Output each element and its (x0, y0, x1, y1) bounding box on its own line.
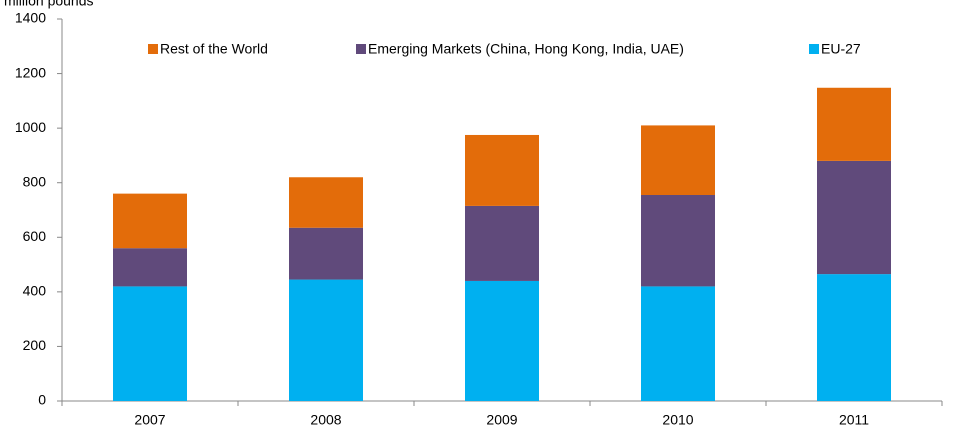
legend-swatch (148, 44, 158, 54)
legend-label: Rest of the World (160, 41, 268, 57)
x-tick-label: 2007 (134, 412, 165, 428)
x-tick-label: 2008 (310, 412, 341, 428)
bar-segment (641, 125, 715, 195)
bar-segment (113, 248, 187, 287)
y-tick-label: 400 (23, 283, 47, 299)
bar-segment (289, 227, 363, 280)
y-tick-label: 800 (23, 173, 47, 189)
legend-swatch (356, 44, 366, 54)
bar-segment (289, 177, 363, 228)
x-tick-label: 2011 (839, 412, 869, 428)
x-tick-label: 2010 (662, 412, 693, 428)
y-tick-label: 1200 (15, 64, 46, 80)
bar-segment (817, 160, 891, 275)
x-tick-label: 2009 (486, 412, 517, 428)
bar-segment (817, 274, 891, 401)
y-axis-label: million pounds (4, 0, 94, 9)
y-tick-label: 600 (23, 228, 47, 244)
bar-segment (817, 87, 891, 161)
bar-segment (465, 280, 539, 401)
bar-segment (113, 286, 187, 401)
bar-segment (465, 134, 539, 206)
legend-label: EU-27 (821, 41, 861, 57)
bar-segment (641, 286, 715, 401)
y-tick-label: 1400 (15, 10, 46, 26)
y-tick-label: 1000 (15, 119, 46, 135)
y-tick-label: 0 (38, 392, 46, 408)
y-tick-label: 200 (23, 337, 47, 353)
bar-segment (113, 193, 187, 249)
bar-segment (465, 205, 539, 281)
bar-segment (289, 279, 363, 401)
legend-swatch (809, 44, 819, 54)
bar-segment (641, 194, 715, 287)
legend-label: Emerging Markets (China, Hong Kong, Indi… (368, 41, 684, 57)
